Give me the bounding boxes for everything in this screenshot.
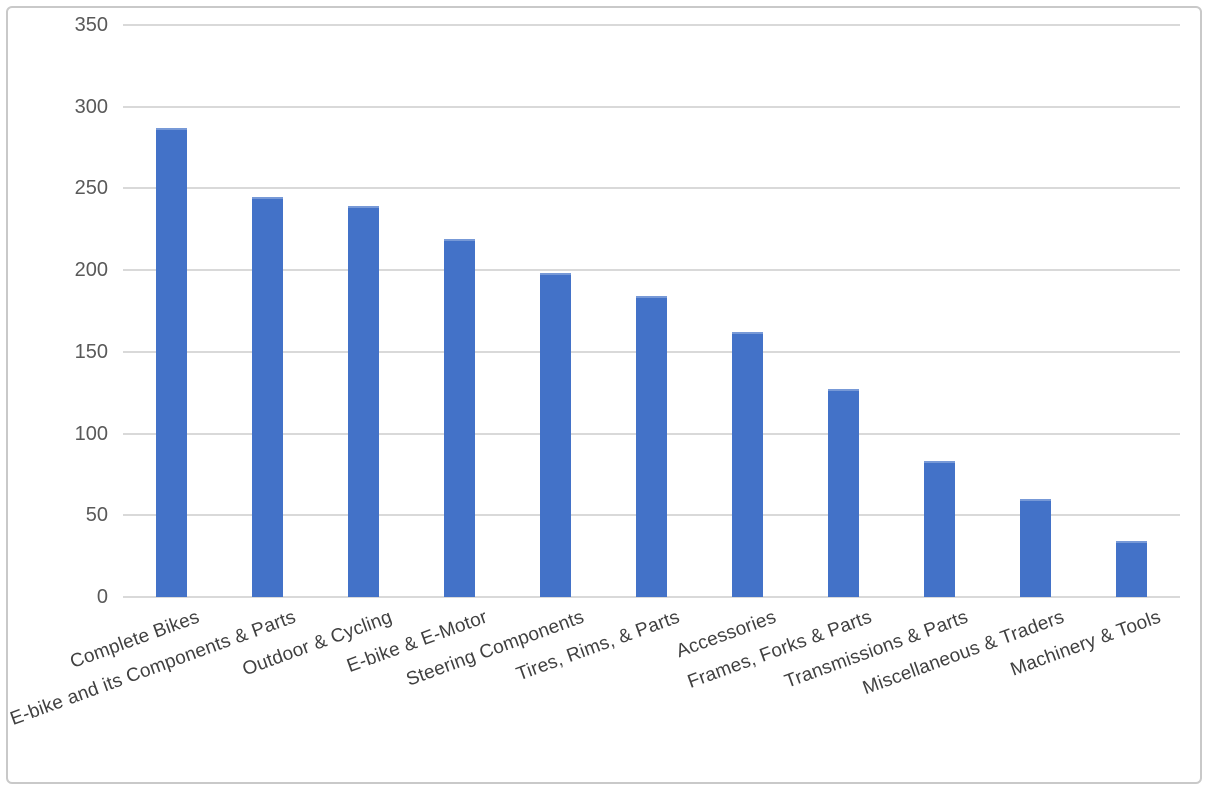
bar-e-bike-and-its-components-parts: [251, 196, 283, 597]
bar-accessories: [732, 332, 764, 597]
gridline: [123, 269, 1180, 272]
y-tick-label-200: 200: [74, 259, 108, 282]
bar-tires-rims-parts: [636, 296, 667, 597]
gridline: [123, 105, 1180, 108]
y-tick-label-150: 150: [74, 340, 108, 363]
y-tick-label-350: 350: [74, 14, 108, 36]
bar-e-bike-e-motor: [443, 239, 475, 597]
bar-frames-forks-parts: [828, 389, 860, 597]
bar-outdoor-cycling: [347, 206, 379, 597]
bar-machinery-tools: [1116, 541, 1148, 597]
bar-miscellaneous-traders: [1020, 498, 1052, 597]
bar-transmissions-parts: [924, 461, 956, 597]
y-tick-label-250: 250: [74, 177, 108, 200]
gridline: [123, 24, 1180, 26]
chart-outer-border: [6, 6, 1202, 784]
y-tick-label-100: 100: [74, 422, 108, 445]
x-tick-label-tires-rims-parts: Tires, Rims, & Parts: [513, 606, 683, 686]
gridline: [123, 596, 1180, 598]
y-tick-label-0: 0: [96, 586, 108, 608]
y-tick-label-300: 300: [74, 95, 108, 118]
gridline: [123, 187, 1180, 190]
bar-steering-components: [539, 273, 571, 597]
y-tick-label-50: 50: [85, 504, 108, 527]
bar-complete-bikes: [155, 127, 187, 597]
